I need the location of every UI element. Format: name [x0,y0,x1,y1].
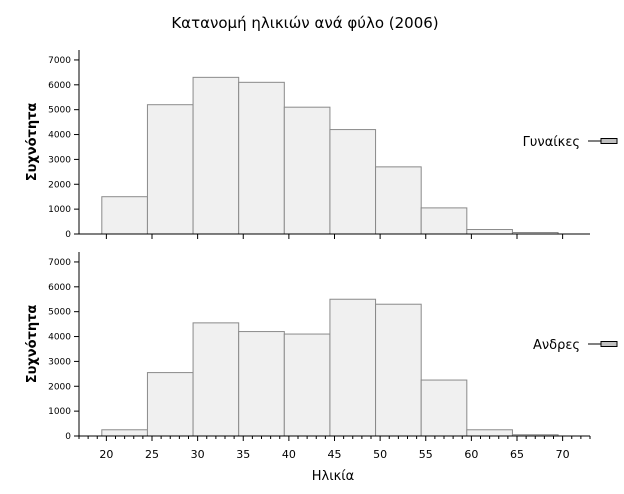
bar-1-3 [238,331,285,437]
bar-0-2 [192,76,240,235]
y-tick-label-1-7: 7000 [48,258,71,268]
y-axis-label-1: Συχνότητα [25,305,40,384]
bar-1-0 [101,429,148,437]
bar-1-8 [466,429,513,437]
legend-swatch-0 [600,138,618,144]
y-tick-label-1-2: 2000 [48,382,71,392]
bar-1-2 [192,322,240,437]
y-tick-label-1-5: 5000 [48,308,71,318]
panel-label-1: Ανδρες [533,338,580,353]
y-tick-label-0-3: 3000 [48,155,71,165]
x-tick-label-3: 35 [236,448,250,461]
bar-0-5 [329,129,377,235]
bar-0-8 [466,229,513,235]
x-tick-label-7: 55 [419,448,433,461]
y-tick-label-0-6: 6000 [48,81,71,91]
bar-0-7 [420,207,468,235]
legend-swatch-1 [600,341,618,347]
x-tick-label-6: 50 [373,448,387,461]
y-tick-label-0-2: 2000 [48,180,71,190]
y-tick-label-1-6: 6000 [48,283,71,293]
x-tick-label-0: 20 [99,448,113,461]
bar-1-1 [146,372,194,437]
y-tick-label-0-5: 5000 [48,106,71,116]
bar-0-0 [101,196,148,235]
y-tick-label-0-0: 0 [65,230,71,240]
bar-0-3 [238,81,285,235]
bar-1-5 [329,298,377,437]
bar-0-4 [283,106,331,235]
bar-0-6 [375,166,422,235]
x-tick-label-9: 65 [510,448,524,461]
panel-label-0: Γυναίκες [523,135,580,150]
bar-1-4 [283,333,331,437]
bar-1-7 [420,379,468,437]
x-tick-label-8: 60 [464,448,478,461]
y-tick-label-1-4: 4000 [48,333,71,343]
x-tick-label-5: 45 [328,448,342,461]
y-tick-label-0-7: 7000 [48,56,71,66]
x-tick-label-1: 25 [145,448,159,461]
x-axis-label: Ηλικία [312,469,355,484]
y-tick-label-0-1: 1000 [48,205,71,215]
y-axis-label-0: Συχνότητα [25,103,40,182]
y-tick-label-1-1: 1000 [48,407,71,417]
bar-1-6 [375,303,422,437]
x-tick-label-10: 70 [556,448,570,461]
y-tick-label-1-3: 3000 [48,357,71,367]
x-tick-label-4: 40 [282,448,296,461]
bar-0-1 [146,104,194,235]
x-tick-label-2: 30 [191,448,205,461]
y-tick-label-1-0: 0 [65,432,71,442]
y-tick-label-0-4: 4000 [48,131,71,141]
chart-title: Κατανομή ηλικιών ανά φύλο (2006) [171,14,438,32]
